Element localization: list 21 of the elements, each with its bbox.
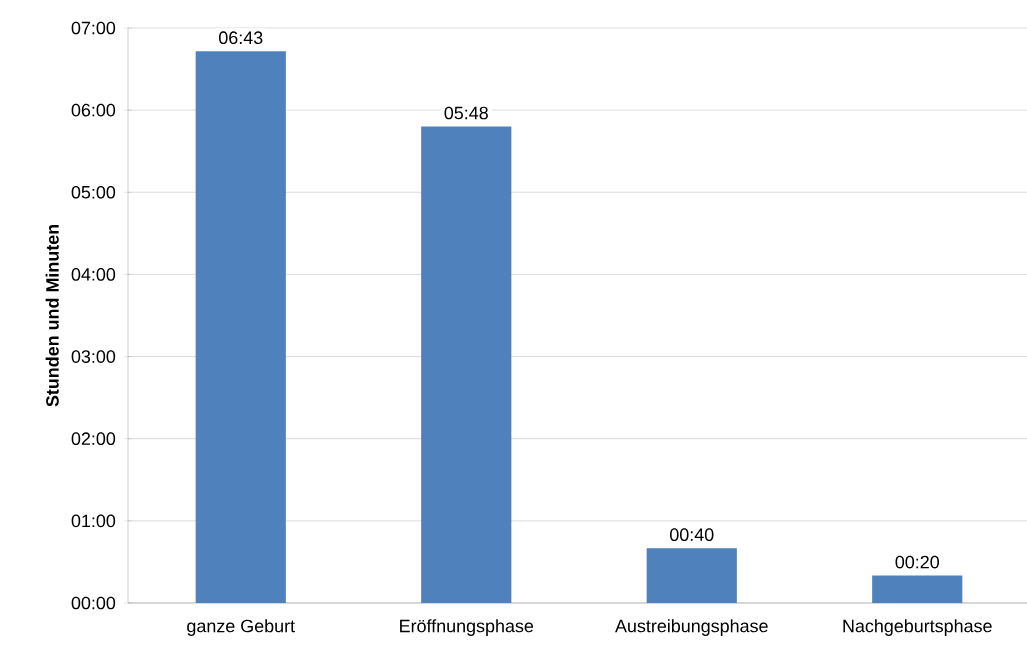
y-tick-label: 01:00 [71, 514, 116, 528]
y-tick-label: 05:00 [71, 185, 116, 199]
y-tick-label: 02:00 [71, 432, 116, 446]
y-tick-label: 03:00 [71, 350, 116, 363]
bar [872, 575, 963, 603]
y-tick-label: 00:00 [71, 596, 116, 610]
data-label: 06:43 [219, 31, 263, 45]
x-tick-label: ganze Geburt [187, 619, 295, 636]
y-axis-title: Stunden und Minuten [45, 224, 59, 407]
bar [646, 548, 737, 603]
x-tick-label: Nachgeburtsphase [843, 619, 992, 636]
x-tick-label: Austreibungsphase [615, 619, 768, 636]
y-tick-label: 07:00 [71, 21, 116, 35]
data-label: 00:20 [895, 555, 939, 569]
data-label: 00:40 [670, 528, 714, 542]
bar [195, 51, 286, 603]
data-label: 05:48 [444, 106, 488, 120]
y-tick-label: 04:00 [71, 268, 116, 281]
x-tick-label: Eröffnungsphase [400, 619, 534, 636]
y-tick-label: 06:00 [71, 103, 116, 117]
bar [421, 126, 512, 603]
